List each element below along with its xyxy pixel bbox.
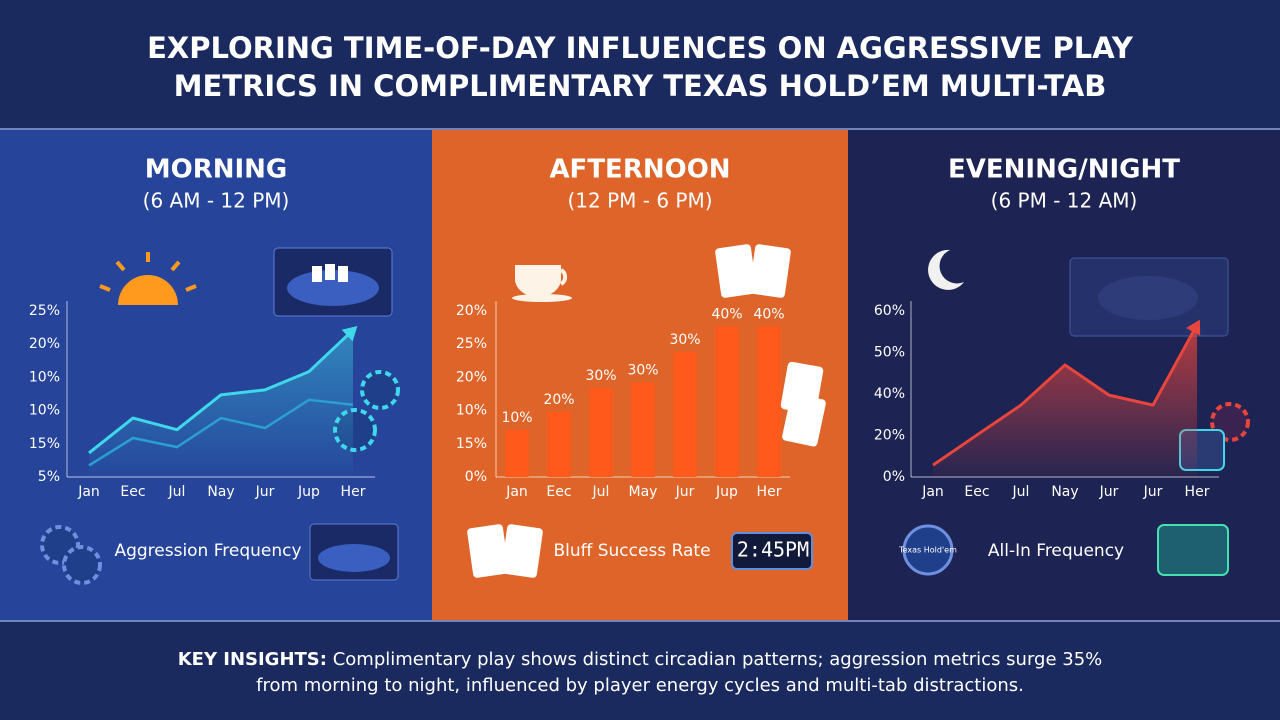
y-tick-label: 15% [456,436,487,452]
legend-label: All-In Frequency [988,541,1124,561]
y-tick-label: 20% [874,428,905,444]
y-tick-label: 10% [29,403,60,419]
clock-text: 2:45PM [737,538,809,562]
area [89,330,353,477]
value-label: 30% [669,332,700,348]
poker-window [309,523,399,581]
bar [631,382,655,477]
x-tick-label: Jur [1099,484,1119,500]
insights-line: KEY INSIGHTS: Complimentary play shows d… [178,649,1103,670]
y-tick-label: 0% [883,469,905,485]
y-tick-label: 40% [874,386,905,402]
x-tick-label: Her [757,484,782,500]
x-tick-label: May [629,484,658,500]
value-label: 40% [711,306,742,322]
y-tick-label: 60% [874,303,905,319]
title-line: METRICS IN COMPLIMENTARY TEXAS HOLD’EM M… [174,69,1107,103]
coffee-cup [512,265,572,302]
x-tick-label: Nay [1051,484,1078,500]
x-tick-label: Eec [546,484,571,500]
y-tick-label: 0% [465,469,487,485]
insights-text: Complimentary play shows distinct circad… [333,649,1103,670]
y-tick-label: 10% [456,403,487,419]
panel-title: EVENING/NIGHT [948,155,1180,185]
y-tick-label: 5% [38,469,60,485]
arrow-head [341,325,358,342]
legend-label: Aggression Frequency [114,541,301,561]
area [933,324,1197,477]
legend-label: Bluff Success Rate [553,541,710,561]
poker-window [1069,257,1229,337]
bar [715,326,739,477]
insights-line: from morning to night, influenced by pla… [256,675,1024,696]
x-tick-label: Jur [1143,484,1163,500]
poker-window [273,247,393,317]
header-bg [0,0,1280,128]
y-tick-label: 20% [456,303,487,319]
line [88,328,355,455]
y-tick-label: 15% [29,436,60,452]
x-tick-label: Jup [715,484,738,500]
x-tick-label: Jup [297,484,320,500]
y-tick-label: 20% [456,369,487,385]
x-tick-label: Her [1185,484,1210,500]
value-label: 40% [753,306,784,322]
bar [673,352,697,477]
footer-bg [0,622,1280,720]
y-tick-label: 25% [29,303,60,319]
insights-label: KEY INSIGHTS: [178,649,327,670]
panel-subtitle: (6 AM - 12 PM) [143,189,290,213]
sun [99,252,197,305]
bar [547,411,571,477]
value-label: 20% [543,392,574,408]
x-tick-label: Eec [120,484,145,500]
y-tick-label: 50% [874,345,905,361]
line [88,398,354,467]
x-tick-label: Jul [592,484,610,500]
bar [589,388,613,477]
x-tick-label: Jan [77,484,100,500]
clock-badge [731,532,813,570]
value-label: 10% [501,410,532,426]
panel-title: MORNING [145,155,288,185]
x-tick-label: Her [341,484,366,500]
chips [902,402,1250,576]
moon [928,249,964,290]
bar [505,429,529,477]
x-tick-label: Jul [1012,484,1030,500]
x-tick-label: Jur [675,484,695,500]
y-tick-label: 25% [456,336,487,352]
x-tick-label: Jul [168,484,186,500]
title-line: EXPLORING TIME-OF-DAY INFLUENCES ON AGGR… [147,31,1134,65]
x-tick-label: Jan [505,484,528,500]
x-tick-label: Jur [255,484,275,500]
x-tick-label: Jan [921,484,944,500]
panel-title: AFTERNOON [549,155,730,185]
line [932,324,1199,467]
bar [757,326,781,477]
panel-subtitle: (12 PM - 6 PM) [567,189,712,213]
arrow-head [1186,319,1201,336]
y-tick-label: 10% [29,369,60,385]
value-label: 30% [627,363,658,379]
y-tick-label: 20% [29,336,60,352]
cards [467,244,826,578]
panel-subtitle: (6 PM - 12 AM) [991,189,1138,213]
chip-text: Texas Hold'em [898,546,957,555]
x-tick-label: Eec [964,484,989,500]
value-label: 30% [585,368,616,384]
x-tick-label: Nay [207,484,234,500]
